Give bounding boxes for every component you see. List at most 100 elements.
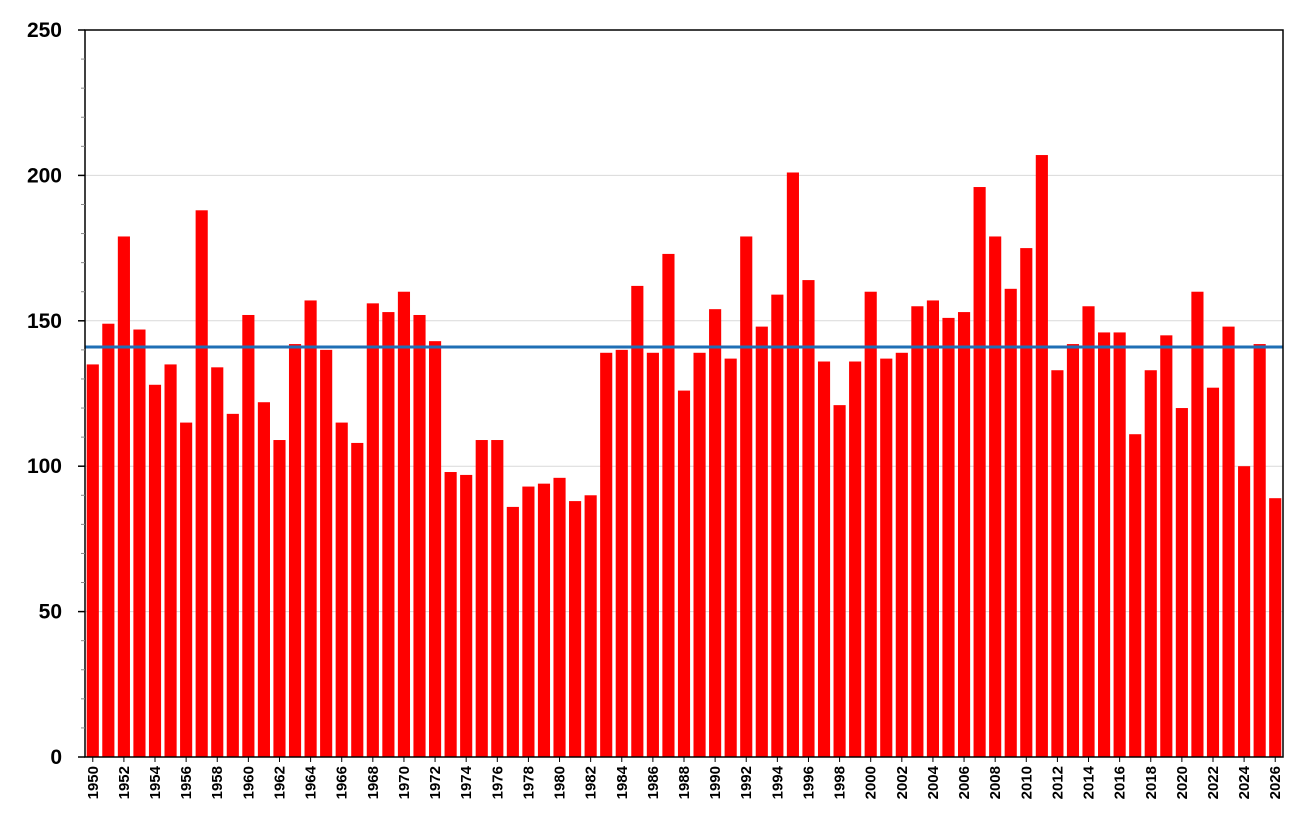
- x-tick-label: 1950: [85, 766, 102, 799]
- bar-1974: [460, 474, 473, 757]
- y-tick-label: 250: [27, 19, 62, 42]
- bar-1999: [849, 361, 862, 757]
- x-tick-label: 2006: [956, 766, 973, 799]
- bar-1984: [615, 349, 628, 757]
- x-tick-label: 1958: [209, 766, 226, 799]
- bar-2006: [957, 312, 971, 757]
- bar-2010: [1020, 248, 1033, 757]
- bar-1956: [180, 422, 193, 757]
- bar-1979: [537, 483, 551, 757]
- x-tick-label: 1994: [769, 765, 786, 799]
- x-tick-label: 2008: [987, 766, 1004, 799]
- x-tick-label: 1978: [520, 766, 537, 799]
- bar-2015: [1098, 332, 1111, 757]
- bar-1959: [226, 413, 239, 757]
- bar-2007: [973, 187, 986, 758]
- x-tick-label: 2016: [1112, 766, 1129, 799]
- x-tick-label: 1974: [458, 765, 475, 799]
- bar-2001: [880, 358, 893, 757]
- bar-1982: [584, 495, 597, 757]
- bar-1963: [288, 344, 302, 757]
- y-axis: 0 50 100 150 200 250: [27, 19, 85, 769]
- bar-2004: [926, 300, 940, 757]
- bar-1970: [397, 291, 411, 757]
- x-axis: 1950 1952 1954 1956 1958 1960 1962 1964 1966 1968…: [85, 757, 1284, 799]
- bar-1957: [195, 210, 208, 757]
- bar-1992: [740, 236, 753, 757]
- bar-1967: [351, 442, 364, 757]
- y-tick-label: 50: [39, 601, 62, 624]
- bar-1976: [491, 440, 504, 757]
- bar-1969: [382, 312, 395, 757]
- x-tick-label: 1998: [832, 766, 849, 799]
- bar-1955: [164, 364, 177, 757]
- x-tick-label: 1972: [427, 766, 444, 799]
- bar-2013: [1066, 344, 1080, 757]
- x-tick-label: 1990: [707, 766, 724, 799]
- bar-2008: [989, 236, 1002, 757]
- bar-2005: [942, 317, 955, 757]
- bar-1994: [771, 294, 784, 757]
- x-tick-label: 2000: [863, 766, 880, 799]
- bar-1980: [553, 477, 566, 757]
- x-tick-label: 2002: [894, 766, 911, 799]
- bar-2021: [1191, 291, 1204, 757]
- x-tick-label: 1992: [738, 766, 755, 799]
- bar-1998: [833, 405, 846, 757]
- bar-1988: [677, 390, 691, 757]
- x-tick-label: 1962: [271, 766, 288, 799]
- bar-1953: [133, 329, 146, 757]
- bar-2022: [1206, 387, 1220, 757]
- x-tick-label: 2012: [1049, 766, 1066, 799]
- x-tick-label: 1986: [645, 766, 662, 799]
- x-tick-label: 1964: [303, 765, 320, 799]
- y-tick-label: 0: [50, 746, 62, 769]
- x-tick-label: 2024: [1236, 765, 1253, 799]
- bar-1983: [600, 352, 613, 757]
- y-tick-label: 200: [27, 164, 62, 187]
- bar-1987: [662, 253, 675, 757]
- bar-2000: [864, 291, 877, 757]
- bar-1952: [117, 236, 130, 757]
- bar-1986: [646, 352, 659, 757]
- bar-1978: [522, 486, 535, 757]
- x-tick-label: 1996: [800, 766, 817, 799]
- x-tick-label: 1954: [147, 765, 164, 799]
- bar-1964: [304, 300, 317, 757]
- x-tick-label: 2022: [1205, 766, 1222, 799]
- x-tick-label: 2018: [1143, 766, 1160, 799]
- x-tick-label: 1984: [614, 765, 631, 799]
- bar-1997: [817, 361, 831, 757]
- x-tick-label: 1980: [552, 766, 569, 799]
- x-tick-label: 2020: [1174, 766, 1191, 799]
- bar-1993: [755, 326, 768, 757]
- bar-2002: [895, 352, 908, 757]
- bar-1975: [475, 440, 488, 757]
- bar-2026: [1269, 498, 1282, 757]
- bar-2020: [1175, 408, 1188, 757]
- x-tick-label: 1952: [116, 766, 133, 799]
- bars: [86, 155, 1282, 758]
- bar-2009: [1004, 288, 1017, 757]
- bar-1977: [506, 506, 519, 757]
- bar-2025: [1253, 344, 1266, 757]
- bar-1995: [786, 172, 799, 757]
- x-tick-label: 1966: [334, 766, 351, 799]
- bar-2014: [1082, 306, 1095, 757]
- bar-1971: [413, 314, 426, 757]
- bar-1973: [444, 472, 457, 757]
- bar-1958: [211, 367, 224, 757]
- x-tick-label: 2010: [1018, 766, 1035, 799]
- bar-1961: [257, 402, 270, 757]
- bar-1990: [709, 309, 722, 757]
- bar-1960: [242, 314, 255, 757]
- bar-2023: [1222, 326, 1235, 757]
- x-tick-label: 1956: [178, 766, 195, 799]
- bar-2011: [1035, 155, 1048, 757]
- bar-2012: [1051, 370, 1064, 757]
- bar-1981: [569, 501, 582, 757]
- bar-1965: [320, 349, 333, 757]
- x-tick-label: 1970: [396, 766, 413, 799]
- x-tick-label: 2014: [1081, 765, 1098, 799]
